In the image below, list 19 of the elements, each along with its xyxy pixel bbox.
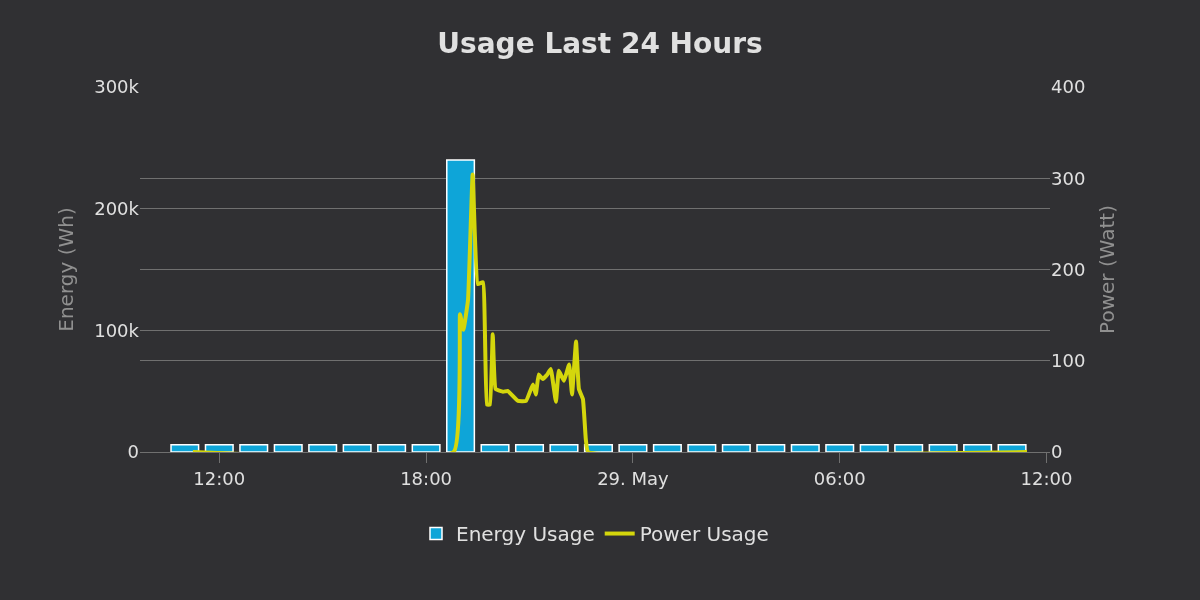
y2-tick-label: 200 [1051, 258, 1086, 280]
y2-tick-label: 100 [1051, 350, 1086, 372]
y-tick-label: 300k [94, 76, 140, 98]
legend-label: Power Usage [639, 522, 769, 547]
x-tick-label: 29. May [597, 467, 670, 489]
legend-label: Energy Usage [456, 522, 595, 547]
y-axis-title: Energy (Wh) [53, 207, 78, 332]
x-tick-label: 12:00 [1020, 467, 1073, 489]
y2-tick-label: 400 [1051, 76, 1086, 98]
x-tick-label: 06:00 [813, 467, 866, 489]
y-tick-label: 0 [127, 441, 139, 463]
x-tick-label: 18:00 [400, 467, 453, 489]
y2-tick-label: 300 [1051, 167, 1086, 189]
y2-axis-title: Power (Watt) [1094, 205, 1119, 334]
y2-tick-label: 0 [1051, 441, 1063, 463]
x-tick-label: 12:00 [193, 467, 246, 489]
chart-title: Usage Last 24 Hours [437, 26, 763, 60]
y-tick-label: 100k [94, 319, 140, 341]
y-tick-label: 200k [94, 197, 140, 219]
